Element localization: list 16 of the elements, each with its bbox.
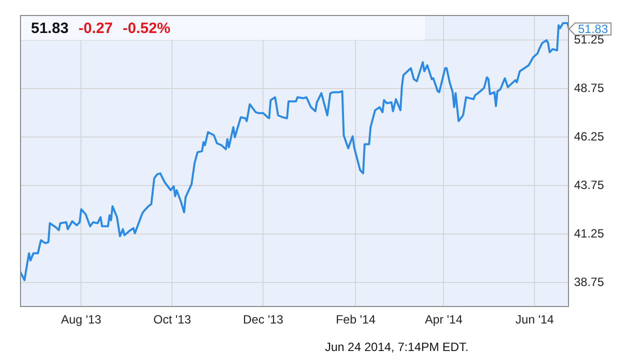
y-tick-label: 46.25 bbox=[574, 130, 604, 144]
annotation: -0.27 bbox=[78, 20, 113, 36]
x-tick-label: Aug '13 bbox=[61, 312, 102, 327]
annotation: 51.83 bbox=[31, 20, 69, 36]
x-tick-label: Jun '14 bbox=[516, 312, 554, 327]
text: Jun 24 2014, 7:14PM EDT. bbox=[325, 340, 468, 354]
y-tick-label: 38.75 bbox=[574, 275, 604, 290]
y-tick-label: 43.75 bbox=[574, 178, 604, 192]
y-tick-label: 48.75 bbox=[574, 81, 604, 96]
annotation: -0.52% bbox=[122, 20, 170, 36]
x-tick-label: Feb '14 bbox=[336, 312, 376, 327]
x-tick-label: Apr '14 bbox=[424, 312, 463, 327]
x-tick-label: Dec '13 bbox=[243, 312, 284, 327]
x-tick-label: Oct '13 bbox=[153, 312, 192, 327]
header-panel: 51.83 -0.27 -0.52% bbox=[21, 16, 425, 40]
y-tick-label: 41.25 bbox=[574, 226, 604, 241]
